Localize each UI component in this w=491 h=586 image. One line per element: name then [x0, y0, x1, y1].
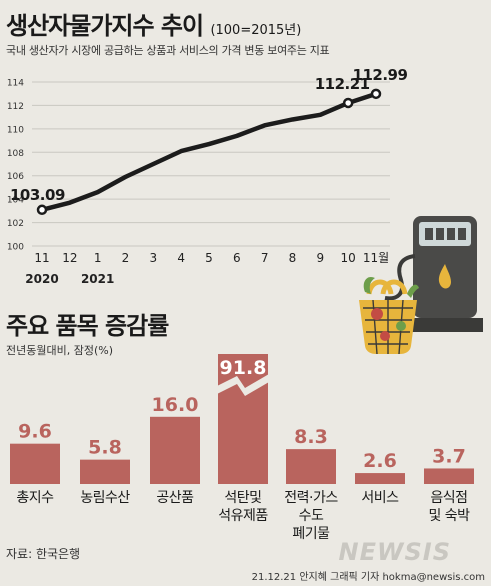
category-label: 및 숙박: [428, 508, 470, 524]
y-tick-label: 104: [7, 196, 24, 206]
source-note: 자료: 한국은행: [6, 547, 81, 561]
data-label: 9.6: [18, 421, 52, 443]
x-tick-label: 10: [341, 251, 356, 265]
data-label: 3.7: [432, 445, 466, 467]
chart-subtitle: 국내 생산자가 시장에 공급하는 상품과 서비스의 가격 변동 보여주는 지표: [6, 44, 330, 57]
section-title: 주요 품목 증감률: [6, 312, 169, 340]
bar: [80, 459, 130, 484]
bar: [10, 443, 60, 484]
bar: [286, 449, 336, 484]
x-tick-label: 9: [317, 251, 325, 265]
x-tick-label: 4: [177, 251, 185, 265]
y-tick-label: 106: [7, 172, 24, 182]
data-point-marker: [342, 97, 354, 109]
category-label: 석유제품: [218, 508, 268, 524]
category-label: 서비스: [361, 490, 399, 506]
data-point-marker: [370, 88, 382, 100]
data-label: 91.8: [220, 357, 267, 379]
bar: [355, 473, 405, 484]
category-label: 총지수: [16, 490, 54, 506]
category-label: 폐기물: [292, 526, 330, 542]
chart-title-text: 생산자물가지수 추이: [6, 12, 204, 40]
data-label: 112.99: [353, 66, 408, 84]
series-line: [39, 91, 379, 213]
gas-pump-icon: [384, 216, 483, 332]
y-tick-label: 110: [7, 125, 24, 135]
chart-title: 생산자물가지수 추이 (100=2015년): [6, 6, 301, 41]
x-tick-label: 12: [62, 251, 77, 265]
data-label: 8.3: [294, 426, 328, 448]
credit-line: 21.12.21 안지혜 그래픽 기자 hokma@newsis.com: [251, 572, 485, 583]
category-label: 전력·가스: [284, 490, 338, 506]
x-tick-label: 8: [289, 251, 297, 265]
bar: [218, 354, 268, 484]
data-label: 5.8: [88, 437, 122, 459]
y-tick-label: 112: [7, 102, 24, 112]
x-tick-label: 1: [94, 251, 102, 265]
x-tick-label: 6: [233, 251, 241, 265]
shopping-bag-icon: [359, 276, 419, 355]
data-label: 112.21: [315, 75, 370, 93]
bar: [150, 416, 200, 484]
category-label: 수도: [299, 508, 324, 524]
x-tick-label: 2: [122, 251, 130, 265]
y-tick-label: 100: [7, 243, 24, 253]
bar: [424, 468, 474, 484]
category-label: 음식점: [430, 490, 467, 506]
section-subtitle: 전년동월대비, 잠정(%): [6, 344, 113, 357]
category-label: 농림수산: [80, 490, 130, 506]
data-label: 16.0: [152, 394, 199, 416]
category-label: 공산품: [156, 490, 194, 506]
x-tick-label: 5: [205, 251, 213, 265]
gas-pump-shopping-bag-illustration: [359, 216, 483, 355]
x-tick-label: 11월: [363, 251, 389, 265]
year-label: 2021: [81, 272, 114, 286]
x-tick-label: 3: [150, 251, 158, 265]
axis-break-mark: [217, 374, 269, 396]
newsis-watermark-logo: NEWSIS: [338, 538, 451, 566]
data-label: 103.09: [10, 186, 65, 204]
data-point-marker: [36, 204, 48, 216]
y-tick-label: 108: [7, 149, 24, 159]
x-tick-label: 11: [34, 251, 49, 265]
data-label: 2.6: [363, 450, 397, 472]
y-tick-label: 114: [7, 79, 24, 89]
x-tick-label: 7: [261, 251, 269, 265]
category-label: 석탄및: [224, 490, 261, 506]
chart-title-unit: (100=2015년): [210, 23, 302, 38]
year-label: 2020: [25, 272, 58, 286]
y-tick-label: 102: [7, 219, 24, 229]
